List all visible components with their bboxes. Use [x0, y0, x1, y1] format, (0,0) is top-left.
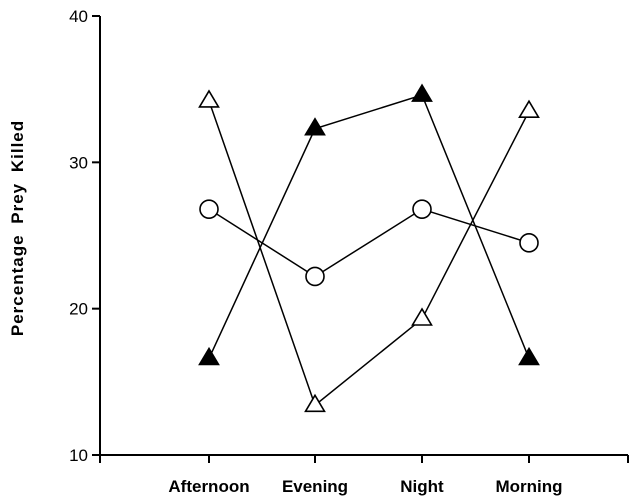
series-line — [208, 208, 530, 278]
series-filled-triangle — [198, 83, 540, 366]
y-axis-title: Percentage Prey Killed — [8, 120, 27, 336]
x-ticks: Afternoon Evening Night Morning — [99, 455, 629, 496]
data-point-open-triangle — [304, 393, 326, 413]
data-point-open-triangle — [411, 307, 433, 326]
y-tick-label: 30 — [69, 153, 88, 172]
series-open-triangle — [198, 89, 540, 413]
data-point-filled-triangle — [411, 83, 433, 102]
data-point-filled-triangle — [198, 346, 220, 366]
data-point-open-circle — [412, 199, 432, 219]
data-point-open-circle — [199, 199, 219, 219]
data-point-open-circle — [305, 266, 325, 287]
y-tick-label: 40 — [69, 7, 88, 26]
data-point-open-triangle — [198, 89, 220, 108]
data-point-filled-triangle — [304, 117, 326, 136]
series-layer — [198, 83, 540, 413]
data-point-open-triangle — [518, 99, 540, 118]
y-tick-label: 20 — [69, 300, 88, 319]
y-tick-label: 10 — [69, 446, 88, 465]
data-point-open-circle — [519, 233, 539, 253]
x-tick-label: Afternoon — [168, 477, 249, 496]
series-line — [208, 94, 530, 359]
series-line — [208, 100, 530, 407]
y-ticks: 10 20 30 40 — [69, 7, 100, 465]
axes — [99, 16, 628, 456]
x-tick-label: Night — [400, 477, 444, 496]
series-open-circle — [199, 199, 539, 287]
data-point-filled-triangle — [518, 346, 540, 366]
x-tick-label: Morning — [495, 477, 562, 496]
x-tick-label: Evening — [282, 477, 348, 496]
